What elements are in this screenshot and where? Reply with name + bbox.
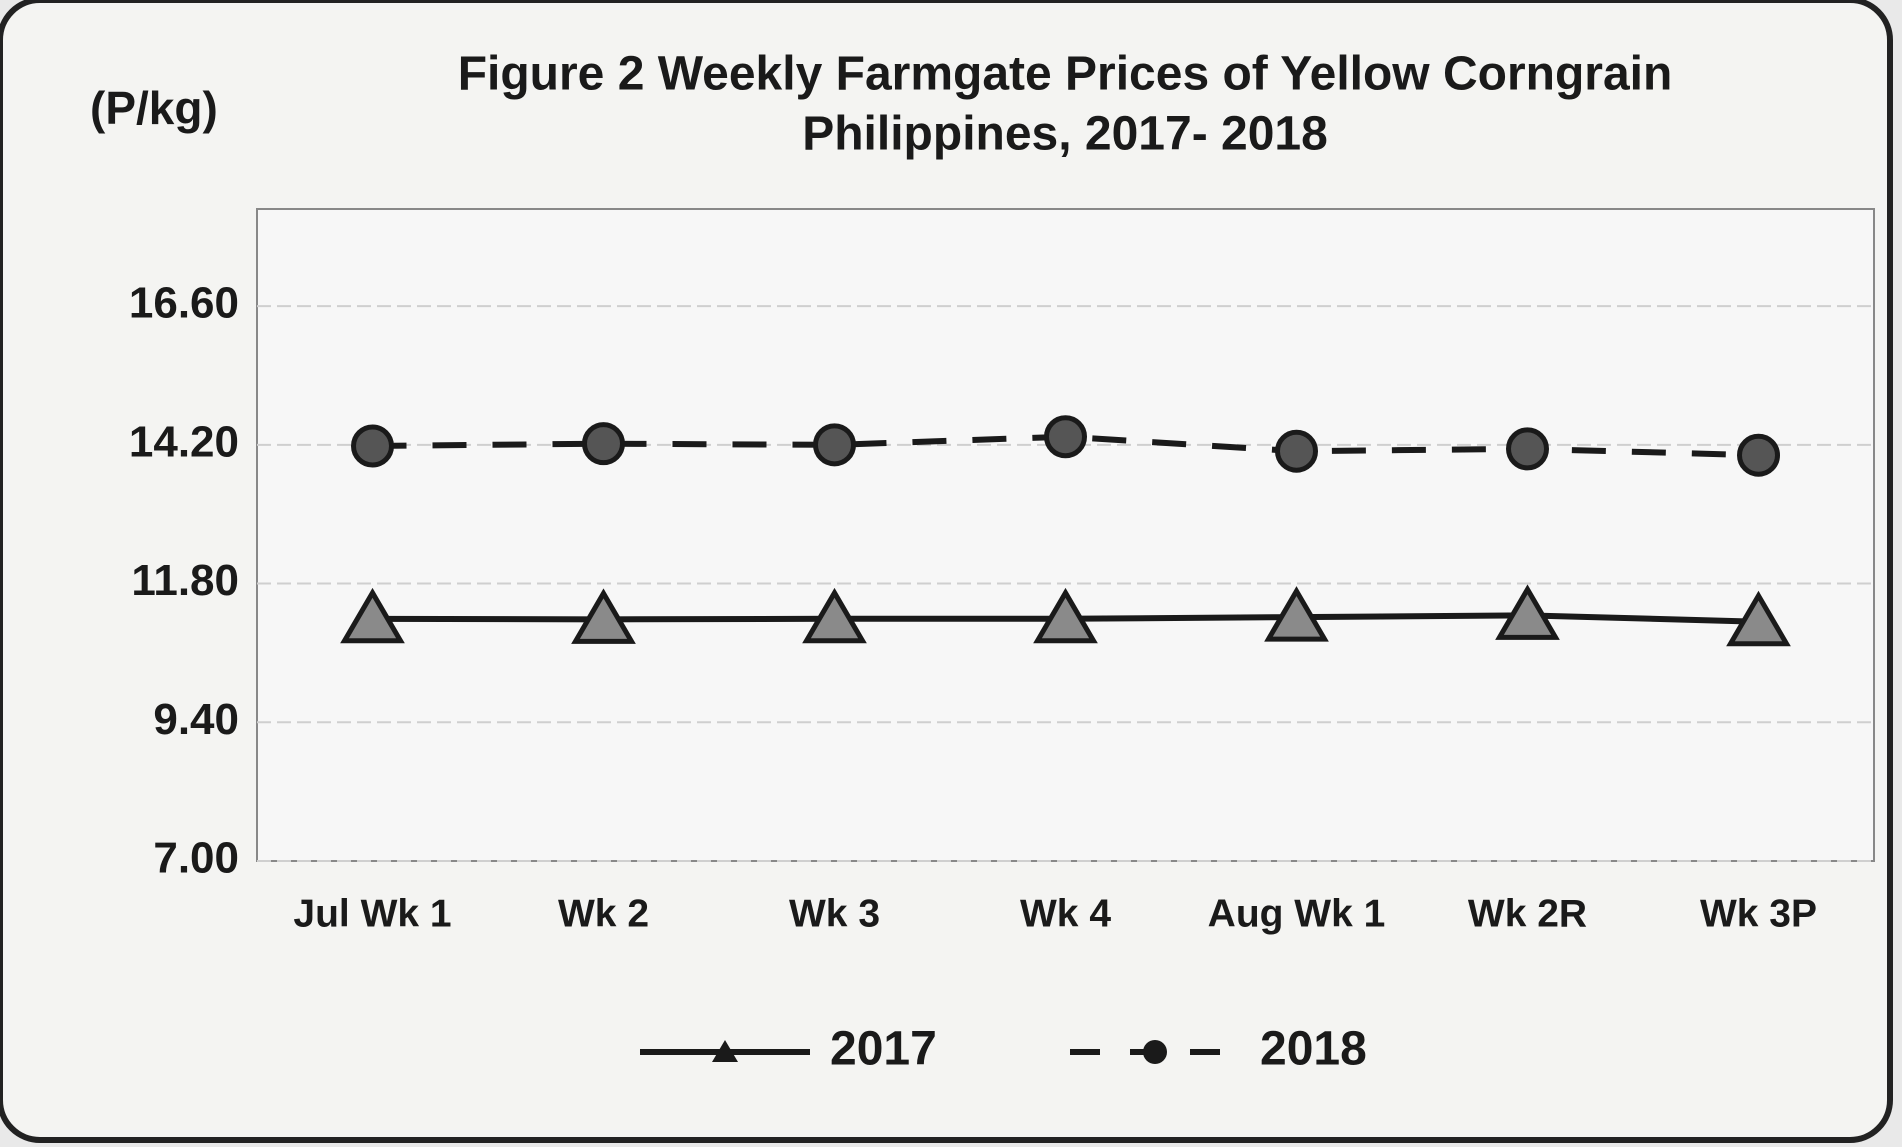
legend-marker bbox=[1143, 1040, 1167, 1064]
data-point bbox=[1737, 433, 1780, 477]
chart-title: Figure 2 Weekly Farmgate Prices of Yello… bbox=[458, 48, 1673, 101]
x-tick-label: Aug Wk 1 bbox=[1208, 892, 1386, 935]
y-tick-label: 11.80 bbox=[131, 556, 239, 605]
data-point bbox=[1506, 427, 1549, 471]
y-tick-label: 9.40 bbox=[153, 695, 239, 744]
data-point bbox=[582, 422, 625, 466]
x-tick-label: Wk 3 bbox=[789, 892, 880, 935]
plot-area bbox=[256, 208, 1875, 862]
x-tick-label: Wk 2 bbox=[558, 892, 649, 935]
data-point bbox=[1495, 584, 1560, 640]
data-point bbox=[1033, 587, 1098, 644]
data-point bbox=[351, 424, 394, 468]
data-point bbox=[1044, 415, 1087, 459]
x-tick-label: Wk 3P bbox=[1700, 892, 1817, 935]
data-point bbox=[802, 587, 867, 644]
data-point bbox=[1264, 586, 1329, 642]
x-tick-label: Wk 4 bbox=[1020, 892, 1111, 935]
data-point bbox=[1275, 429, 1318, 473]
legend-label: 2018 bbox=[1260, 1023, 1367, 1076]
data-point bbox=[571, 588, 636, 644]
y-tick-label: 7.00 bbox=[153, 834, 239, 883]
x-tick-label: Wk 2R bbox=[1468, 892, 1587, 935]
y-axis-label: (P/kg) bbox=[90, 82, 218, 134]
y-tick-label: 16.60 bbox=[129, 279, 239, 328]
data-point bbox=[340, 587, 405, 644]
data-point bbox=[813, 423, 856, 467]
x-tick-label: Jul Wk 1 bbox=[293, 892, 451, 935]
chart-title: Philippines, 2017- 2018 bbox=[802, 108, 1328, 161]
legend-label: 2017 bbox=[830, 1023, 937, 1076]
y-tick-label: 14.20 bbox=[129, 417, 239, 466]
data-point bbox=[1726, 590, 1791, 647]
legend-marker bbox=[712, 1040, 738, 1062]
